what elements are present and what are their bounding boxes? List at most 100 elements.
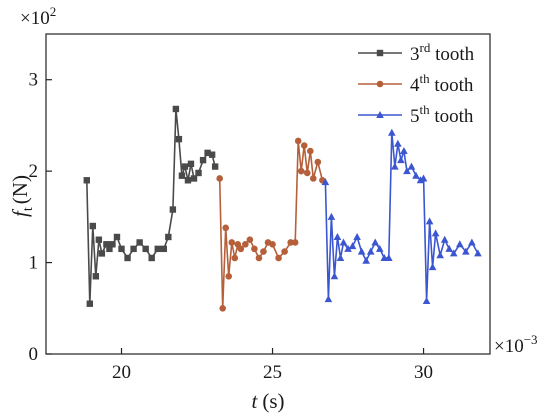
x-tick-label: 25 bbox=[263, 362, 282, 383]
legend-label: 4th tooth bbox=[410, 71, 474, 96]
data-point bbox=[83, 177, 90, 184]
data-point bbox=[321, 178, 330, 186]
data-point bbox=[303, 169, 311, 177]
data-point bbox=[371, 238, 380, 246]
y-tick-label: 2 bbox=[29, 161, 39, 182]
data-point bbox=[275, 254, 282, 262]
data-point bbox=[440, 235, 449, 243]
data-point bbox=[178, 172, 186, 179]
data-point bbox=[403, 167, 411, 175]
data-point bbox=[251, 245, 258, 253]
data-point bbox=[353, 232, 361, 240]
x-multiplier-exp: −3 bbox=[524, 332, 538, 347]
data-point bbox=[216, 175, 223, 182]
data-point bbox=[388, 128, 396, 136]
data-point bbox=[366, 247, 375, 255]
data-point bbox=[154, 245, 161, 253]
y-axis-label: ft(N) bbox=[8, 175, 36, 217]
legend-marker bbox=[376, 111, 384, 118]
data-point bbox=[462, 247, 470, 255]
data-point bbox=[314, 158, 322, 166]
y-multiplier: ×102 bbox=[20, 4, 56, 29]
data-point bbox=[344, 244, 352, 252]
data-point bbox=[222, 224, 230, 232]
data-point bbox=[148, 254, 155, 262]
legend-item: 4th tooth bbox=[358, 71, 474, 96]
data-point bbox=[109, 241, 116, 248]
y-multiplier-exp: 2 bbox=[50, 4, 57, 19]
data-point bbox=[86, 300, 93, 307]
data-point bbox=[397, 156, 405, 164]
data-point bbox=[416, 176, 425, 184]
series-2 bbox=[216, 137, 326, 312]
series-group bbox=[83, 105, 482, 312]
data-point bbox=[375, 244, 384, 252]
x-tick-label: 30 bbox=[414, 362, 433, 383]
data-point bbox=[208, 151, 216, 158]
data-point bbox=[428, 263, 437, 271]
data-point bbox=[449, 249, 458, 257]
legend-item: 3rd tooth bbox=[358, 40, 475, 65]
legend-label: 3rd tooth bbox=[410, 40, 475, 65]
data-point bbox=[333, 232, 342, 240]
data-point bbox=[455, 240, 464, 248]
data-point bbox=[300, 142, 308, 149]
data-point bbox=[98, 250, 106, 257]
series-1 bbox=[83, 105, 219, 307]
data-point bbox=[142, 245, 149, 253]
data-point bbox=[306, 147, 314, 155]
data-point bbox=[204, 149, 211, 157]
data-point bbox=[181, 163, 189, 170]
data-point bbox=[124, 254, 131, 262]
x-multiplier: ×10−3 bbox=[494, 332, 538, 357]
legend: 3rd tooth 4th tooth 5th tooth bbox=[358, 40, 475, 127]
data-point bbox=[287, 239, 294, 246]
legend-marker bbox=[376, 80, 384, 88]
data-point bbox=[336, 254, 345, 261]
plot-frame bbox=[45, 33, 491, 355]
series-3 bbox=[321, 128, 482, 304]
data-point bbox=[242, 240, 249, 248]
legend-label: 5th tooth bbox=[410, 102, 474, 127]
data-point bbox=[281, 248, 288, 255]
data-point bbox=[187, 160, 195, 168]
data-point bbox=[445, 244, 454, 252]
legend-item: 5th tooth bbox=[358, 102, 474, 127]
data-point bbox=[394, 139, 402, 147]
data-point bbox=[348, 242, 357, 250]
data-point bbox=[113, 233, 121, 241]
data-point bbox=[324, 295, 333, 303]
data-point bbox=[260, 248, 267, 255]
data-point bbox=[136, 239, 143, 246]
x-ticks: 20 25 30 bbox=[112, 348, 433, 383]
data-point bbox=[211, 163, 219, 170]
data-point bbox=[391, 162, 399, 170]
data-point bbox=[246, 236, 254, 244]
y-ticks: 0 1 2 3 bbox=[29, 70, 52, 365]
data-point bbox=[269, 240, 276, 248]
data-point bbox=[436, 251, 444, 259]
data-point bbox=[330, 272, 339, 280]
data-point bbox=[89, 222, 97, 230]
data-point bbox=[118, 245, 125, 253]
data-point bbox=[474, 249, 482, 257]
data-point bbox=[327, 212, 336, 220]
legend-marker bbox=[376, 49, 384, 57]
data-point bbox=[95, 236, 103, 243]
y-tick-label: 3 bbox=[29, 70, 39, 91]
data-point bbox=[400, 147, 408, 155]
data-point bbox=[412, 171, 420, 179]
data-point bbox=[106, 245, 113, 253]
data-point bbox=[190, 175, 198, 182]
data-point bbox=[294, 137, 302, 145]
data-point bbox=[468, 238, 476, 246]
data-point bbox=[339, 238, 348, 246]
data-point bbox=[237, 245, 245, 253]
data-point bbox=[160, 245, 167, 253]
data-point bbox=[419, 174, 428, 182]
x-axis-label: t (s) bbox=[251, 389, 284, 413]
data-point bbox=[291, 239, 299, 246]
data-point bbox=[92, 273, 100, 280]
data-point bbox=[199, 156, 207, 164]
